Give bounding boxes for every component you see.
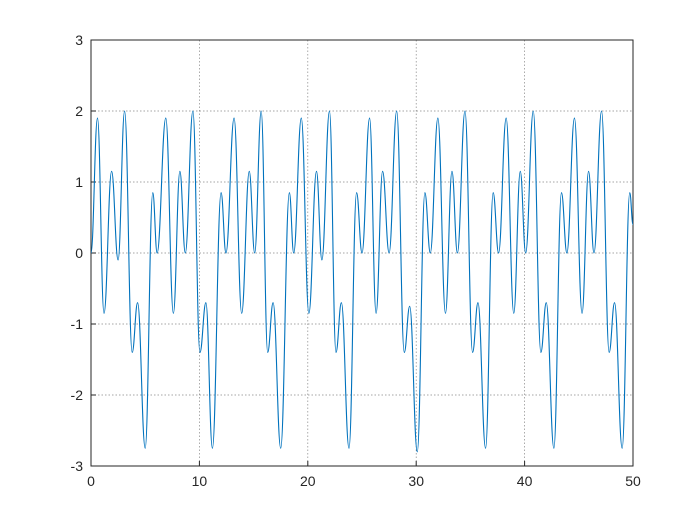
- x-tick-label: 0: [87, 473, 95, 489]
- x-tick-label: 20: [300, 473, 316, 489]
- y-tick-label: 3: [75, 32, 83, 48]
- y-tick-label: -1: [71, 316, 84, 332]
- y-tick-label: 0: [75, 245, 83, 261]
- x-tick-label: 30: [408, 473, 424, 489]
- y-tick-label: 1: [75, 174, 83, 190]
- x-tick-label: 50: [625, 473, 641, 489]
- y-tick-label: -3: [71, 458, 84, 474]
- data-line: [90, 110, 634, 453]
- y-tick-label: -2: [71, 387, 84, 403]
- x-tick-label: 40: [517, 473, 533, 489]
- y-tick-label: 2: [75, 103, 83, 119]
- x-tick-label: 10: [192, 473, 208, 489]
